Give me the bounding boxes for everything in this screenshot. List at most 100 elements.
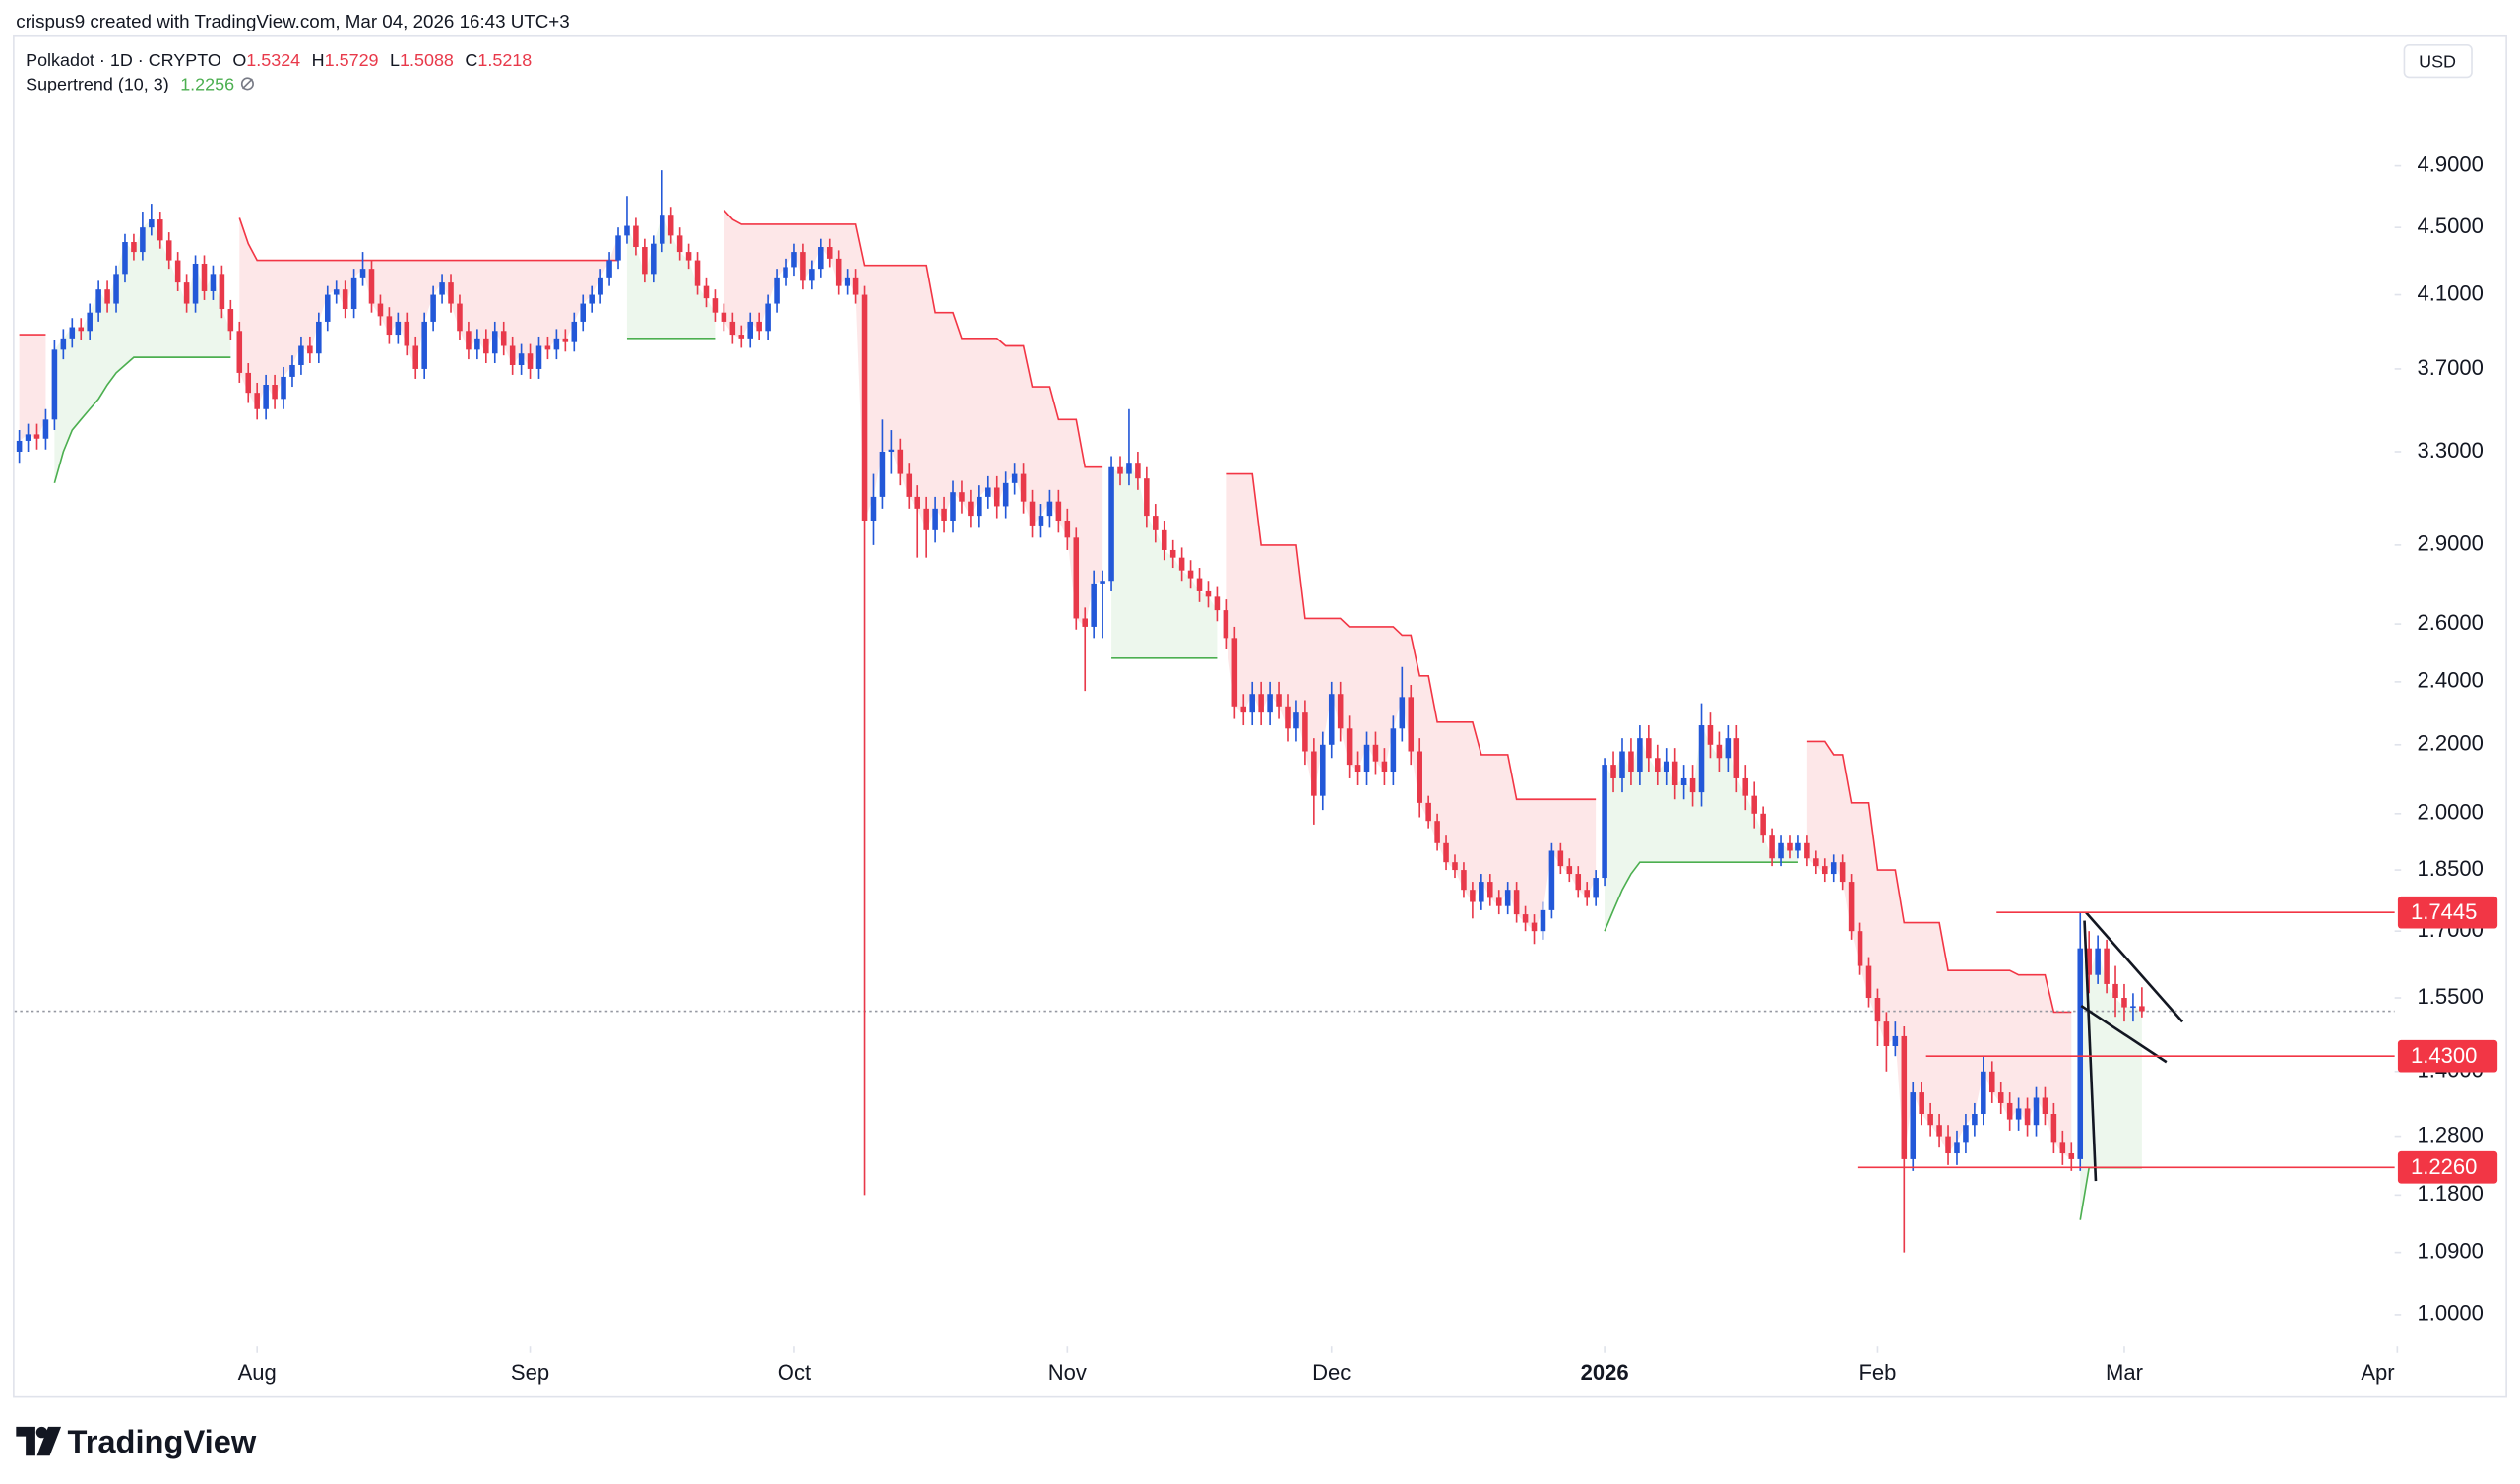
candle-body [1901,1035,1908,1159]
y-tick-label: 1.0900 [2418,1238,2484,1263]
candle-body [1108,466,1114,582]
candle-body [1311,751,1317,796]
candle-body [1602,765,1607,879]
candle-body [703,285,710,299]
level-label-box [2397,1150,2498,1184]
candle-body [2033,1097,2040,1126]
candle-body [800,252,806,281]
candle-body [1443,842,1449,863]
candle-body [553,338,560,350]
x-tick-label: Sep [511,1360,549,1385]
candle-body [1707,725,1714,745]
candle-body [2121,998,2127,1008]
candle-body [1725,738,1732,759]
candle-body [518,353,525,365]
candle-body [818,247,824,270]
trend-drawings [2080,911,2184,1182]
ohlc-letter: C [465,50,477,70]
candle-body [1064,520,1071,538]
candle-body [852,277,859,295]
candle-body [377,303,384,317]
candle-body [404,321,410,346]
visibility-icon[interactable] [240,77,254,91]
candle-body [1742,777,1749,796]
candle-body [1593,878,1599,898]
candle-body [174,260,181,283]
candle-body [615,235,621,261]
supertrend-line [723,209,1103,468]
candle-body [113,274,119,304]
candle-body [633,225,639,248]
candle-body [149,219,155,228]
candle-body [1874,998,1881,1022]
candle-body [1778,842,1784,859]
candle-body [1020,473,1027,502]
candle-body [1390,728,1397,773]
candle-body [589,294,595,304]
ohlc-value: 1.5088 [400,50,454,70]
candle-body [491,331,498,354]
candle-body [104,289,110,304]
candle-body [2042,1097,2048,1115]
candle-body [721,312,727,322]
candle-body [1566,866,1573,875]
candle-body [527,353,534,369]
supertrend-fill [1111,463,1218,658]
candle-body [2139,1006,2145,1012]
candle-body [1954,1142,1960,1154]
candle-body [1337,694,1344,729]
candle-body [651,243,657,275]
candle-body [421,321,427,369]
currency: USD [2419,52,2456,72]
candle-body [1936,1125,1942,1137]
candle-body [1178,557,1185,571]
x-tick-label: Aug [238,1360,277,1385]
candle-body [659,215,665,244]
candle-body [1646,738,1652,759]
candle-body [457,303,463,332]
candle-body [1839,862,1846,883]
candle-body [1963,1125,1969,1143]
candle-body [1452,862,1458,871]
supertrend-line [1604,861,1798,932]
candle-body [1002,482,1009,507]
plot-area [14,170,2395,1253]
x-tick-label: Oct [778,1360,811,1385]
candle-body [1495,897,1502,906]
candle-body [2130,1006,2136,1009]
candle-body [1619,751,1625,778]
candle-body [624,225,630,236]
candle-body [1293,712,1299,729]
x-tick-label: Apr [2361,1360,2394,1385]
candle-body [1628,751,1634,773]
indicator-value: 1.2256 [180,74,234,93]
candle-body [1425,802,1431,822]
candle-body [1751,795,1757,814]
candle-body [1680,777,1687,785]
candle-body [1988,1071,1995,1093]
candle-body [809,269,815,281]
supertrend-line [53,356,231,484]
y-tick-label: 3.7000 [2418,355,2484,380]
y-tick-label: 3.3000 [2418,438,2484,463]
candle-body [165,240,172,261]
candle-body [1760,813,1766,836]
candle-body [1698,725,1705,793]
supertrend-fill [724,210,1103,627]
candle-body [1408,697,1415,752]
candle-body [1848,882,1855,932]
candle-body [2068,1153,2075,1159]
candle-body [95,289,101,313]
candle-body [1354,765,1361,773]
candle-body [1399,697,1406,729]
candle-body [2077,948,2084,1159]
ohlc-value: 1.5218 [477,50,532,70]
candle-body [254,393,260,409]
currency-box [2403,43,2473,79]
candle-body [210,274,217,291]
candle-body [1972,1114,1978,1126]
candle-body [1073,537,1080,619]
candle-body [1091,583,1097,627]
candle-body [1363,744,1370,773]
candle-body [791,252,797,268]
